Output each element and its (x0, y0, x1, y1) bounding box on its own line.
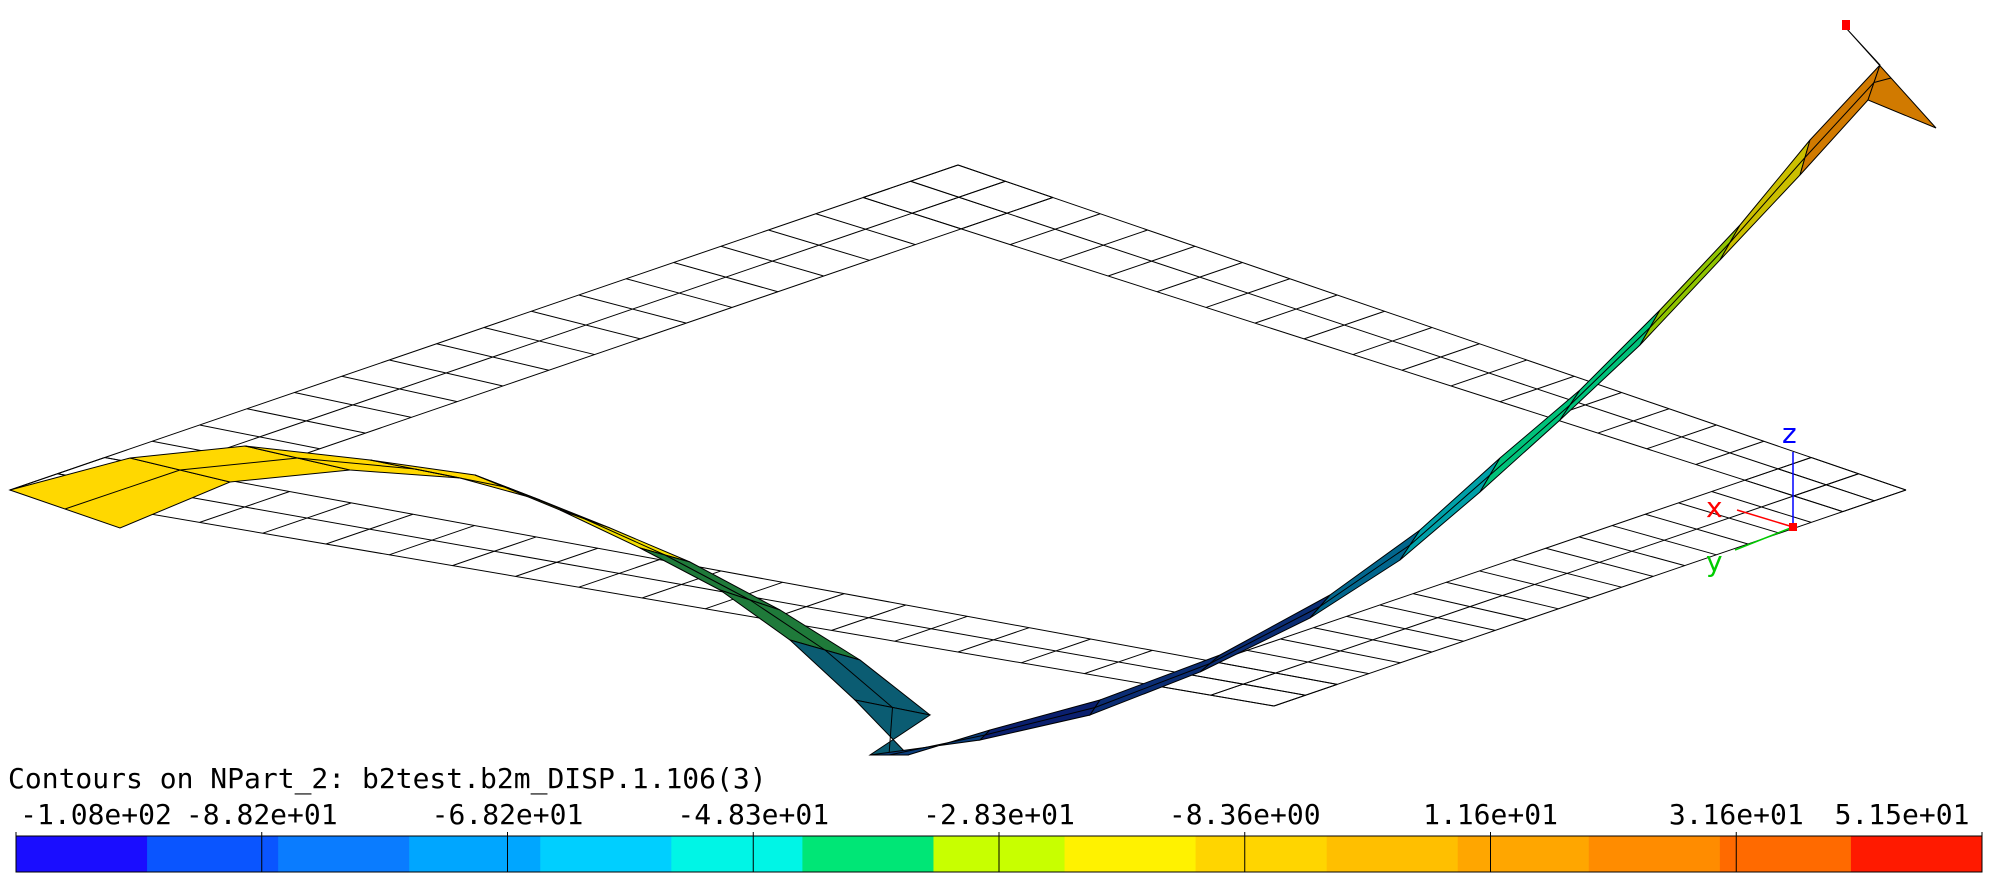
colorbar-segment (1850, 836, 1983, 872)
colorbar-segment (1326, 836, 1459, 872)
colorbar-segment (278, 836, 410, 872)
colorbar-tick-label: -8.36e+00 (1168, 798, 1321, 831)
colorbar-tick-label: 3.16e+01 (1668, 798, 1804, 831)
colorbar-segment (16, 836, 148, 872)
colorbar-segment (409, 836, 541, 872)
colorbar-segment (1064, 836, 1197, 872)
undeformed-wireframe-mesh (9, 164, 1907, 707)
x-axis-label: x (1706, 491, 1723, 524)
colorbar-tick-label: 1.16e+01 (1423, 798, 1558, 831)
colorbar-segment (540, 836, 672, 872)
y-axis-label: y (1706, 545, 1723, 578)
colorbar-tick-label: -6.82e+01 (431, 798, 584, 831)
colorbar-tick-label: -2.83e+01 (923, 798, 1075, 831)
colorbar-segment (1588, 836, 1721, 872)
colorbar-segment (1719, 836, 1852, 872)
deformed-shell-contour (8, 20, 1937, 756)
colorbar-segment (802, 836, 934, 872)
colorbar-tick-label: -8.82e+01 (185, 798, 338, 831)
colorbar-tick-label: -4.83e+01 (677, 798, 830, 831)
colorbar-tick-label: 5.15e+01 (1834, 798, 1970, 831)
colorbar-tick-label: -1.08e+02 (20, 798, 172, 831)
colorbar-segment (1457, 836, 1590, 872)
colorbar-segment (671, 836, 803, 872)
colorbar-segment (1195, 836, 1328, 872)
legend-title: Contours on NPart_2: b2test.b2m_DISP.1.1… (8, 762, 767, 795)
coordinate-triad (1734, 452, 1797, 551)
contour-colorbar (15, 832, 1983, 873)
z-axis-label: z (1782, 417, 1797, 450)
colorbar-segment (147, 836, 279, 872)
